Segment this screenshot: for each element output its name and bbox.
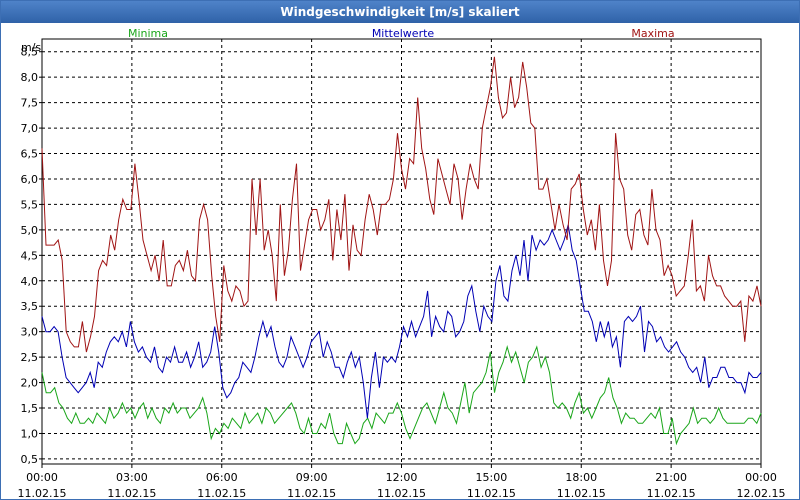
minima-line xyxy=(41,345,762,446)
y-tick-label: 8,5 xyxy=(21,46,39,59)
y-tick-label: 1,0 xyxy=(21,427,39,440)
y-axis-unit: m/s xyxy=(21,41,41,54)
x-tick-time: 09:00 xyxy=(296,471,328,484)
x-tick-time: 12:00 xyxy=(386,471,418,484)
legend-maxima: Maxima xyxy=(631,27,674,40)
y-tick-label: 7,0 xyxy=(21,122,39,135)
y-tick-label: 5,5 xyxy=(21,198,39,211)
x-tick-time: 06:00 xyxy=(206,471,238,484)
y-tick-label: 4,5 xyxy=(21,249,39,262)
x-tick-date: 11.02.15 xyxy=(557,487,606,499)
x-tick-date: 11.02.15 xyxy=(647,487,696,499)
y-tick-label: 3,0 xyxy=(21,326,39,339)
maxima-line xyxy=(41,56,762,353)
grid xyxy=(42,39,761,464)
legend-mittelwerte: Mittelwerte xyxy=(372,27,435,40)
x-tick-time: 21:00 xyxy=(655,471,687,484)
window-title: Windgeschwindigkeit [m/s] skaliert xyxy=(1,1,799,23)
y-tick-label: 7,5 xyxy=(21,97,39,110)
x-tick-date: 11.02.15 xyxy=(467,487,516,499)
legend: Minima Mittelwerte Maxima xyxy=(128,27,675,40)
y-tick-label: 5,0 xyxy=(21,224,39,237)
axes: 0,5 1,0 1,5 2,0 2,5 3,0 3,5 4,0 4,5 5,0 5,5 6,0 6,5 7… xyxy=(18,38,786,499)
y-tick-label: 2,0 xyxy=(21,377,39,390)
series-lines xyxy=(41,56,762,446)
legend-minima: Minima xyxy=(128,27,168,40)
x-tick-time: 15:00 xyxy=(476,471,508,484)
y-tick-label: 0,5 xyxy=(21,453,39,466)
wind-speed-chart: 0,5 1,0 1,5 2,0 2,5 3,0 3,5 4,0 4,5 5,0 5,5 6,0 6,5 7… xyxy=(18,27,786,499)
x-tick-date: 11.02.15 xyxy=(287,487,336,499)
y-tick-label: 8,0 xyxy=(21,71,39,84)
y-tick-label: 3,5 xyxy=(21,300,39,313)
x-tick-date: 11.02.15 xyxy=(377,487,426,499)
y-tick-label: 2,5 xyxy=(21,351,39,364)
y-tick-label: 6,0 xyxy=(21,173,39,186)
x-tick-date: 11.02.15 xyxy=(197,487,246,499)
x-tick-time: 03:00 xyxy=(116,471,148,484)
y-tick-label: 1,5 xyxy=(21,402,39,415)
plot-frame xyxy=(41,38,762,465)
mittelwerte-line xyxy=(41,224,762,419)
x-tick-time: 18:00 xyxy=(565,471,597,484)
x-tick-date: 11.02.15 xyxy=(107,487,156,499)
x-tick-date: 11.02.15 xyxy=(18,487,67,499)
x-tick-time: 00:00 xyxy=(745,471,777,484)
y-tick-label: 4,0 xyxy=(21,275,39,288)
x-tick-time: 00:00 xyxy=(26,471,58,484)
x-tick-date: 12.02.15 xyxy=(737,487,786,499)
y-tick-label: 6,5 xyxy=(21,148,39,161)
